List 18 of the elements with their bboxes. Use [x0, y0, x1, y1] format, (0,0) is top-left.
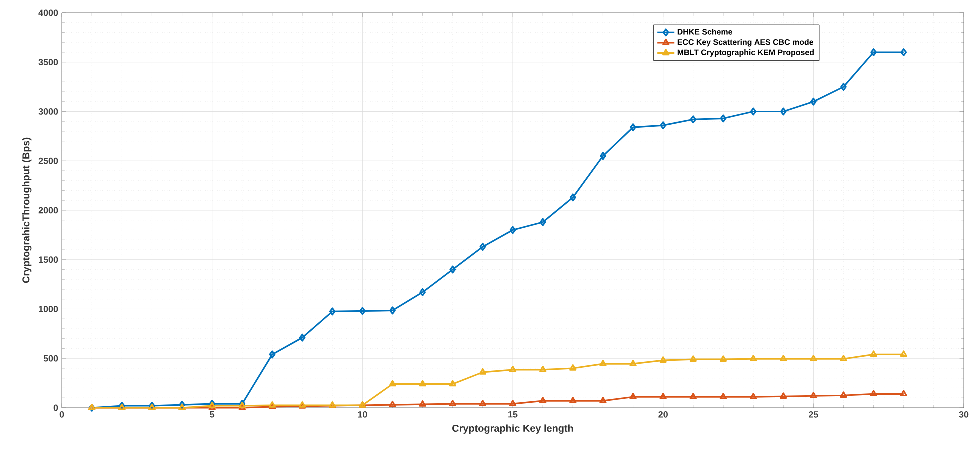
y-tick-label: 1500 — [39, 256, 58, 264]
y-tick-label: 4000 — [38, 10, 58, 16]
x-tick-label: 15 — [508, 412, 518, 418]
y-tick-label: 3000 — [38, 108, 58, 115]
y-axis-title: CryptograhicThroughput (Bps) — [22, 138, 32, 284]
y-tick-label: 2500 — [38, 158, 58, 164]
x-axis-title: Cryptographic Key length — [452, 424, 574, 434]
x-tick-label: 25 — [809, 412, 818, 418]
y-tick-label: 2000 — [38, 207, 58, 214]
y-tick-label: 3500 — [38, 59, 58, 66]
x-tick-label: 20 — [658, 412, 668, 418]
y-tick-label: 0 — [54, 404, 58, 412]
x-tick-label: 0 — [60, 412, 64, 418]
x-tick-label: 5 — [210, 412, 215, 418]
x-tick-label: 30 — [959, 412, 969, 418]
y-tick-label: 1000 — [39, 306, 58, 312]
x-tick-label: 10 — [358, 412, 368, 418]
y-tick-label: 500 — [44, 355, 58, 362]
